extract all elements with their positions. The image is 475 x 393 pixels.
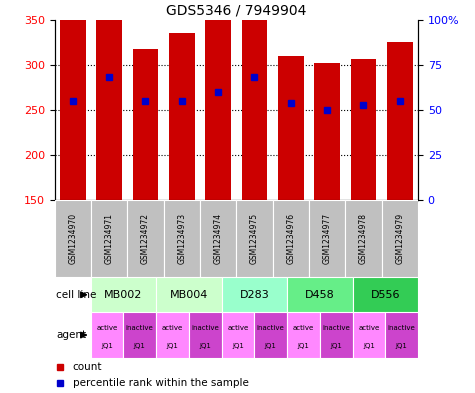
FancyBboxPatch shape	[200, 200, 237, 277]
Text: JQ1: JQ1	[101, 343, 113, 349]
Text: active: active	[96, 325, 118, 331]
Text: JQ1: JQ1	[363, 343, 375, 349]
FancyBboxPatch shape	[55, 200, 91, 277]
Bar	[133, 49, 158, 200]
Text: inactive: inactive	[388, 325, 416, 331]
FancyBboxPatch shape	[91, 312, 124, 358]
Text: GSM1234978: GSM1234978	[359, 213, 368, 264]
Text: MB002: MB002	[104, 290, 142, 300]
FancyBboxPatch shape	[221, 277, 287, 312]
Text: JQ1: JQ1	[167, 343, 179, 349]
Text: inactive: inactive	[191, 325, 219, 331]
Title: GDS5346 / 7949904: GDS5346 / 7949904	[166, 3, 306, 17]
Bar	[96, 0, 122, 200]
Text: GSM1234971: GSM1234971	[104, 213, 114, 264]
FancyBboxPatch shape	[381, 200, 418, 277]
Text: percentile rank within the sample: percentile rank within the sample	[73, 378, 249, 388]
Text: JQ1: JQ1	[396, 343, 408, 349]
Text: GSM1234973: GSM1234973	[177, 213, 186, 264]
Text: JQ1: JQ1	[200, 343, 211, 349]
Bar	[351, 59, 376, 200]
FancyBboxPatch shape	[237, 200, 273, 277]
Bar	[60, 20, 86, 200]
FancyBboxPatch shape	[254, 312, 287, 358]
FancyBboxPatch shape	[91, 277, 156, 312]
Text: D556: D556	[370, 290, 400, 300]
FancyBboxPatch shape	[287, 277, 352, 312]
FancyBboxPatch shape	[320, 312, 352, 358]
Bar	[278, 56, 304, 200]
Text: JQ1: JQ1	[265, 343, 276, 349]
Text: active: active	[293, 325, 314, 331]
Bar	[205, 0, 231, 200]
Text: GSM1234979: GSM1234979	[395, 213, 404, 264]
FancyBboxPatch shape	[156, 312, 189, 358]
Text: agent: agent	[56, 330, 86, 340]
FancyBboxPatch shape	[124, 312, 156, 358]
Text: GSM1234974: GSM1234974	[214, 213, 223, 264]
Text: inactive: inactive	[126, 325, 153, 331]
Bar	[314, 63, 340, 200]
Text: MB004: MB004	[170, 290, 208, 300]
Text: JQ1: JQ1	[232, 343, 244, 349]
Bar	[169, 33, 195, 200]
FancyBboxPatch shape	[189, 312, 221, 358]
FancyBboxPatch shape	[309, 200, 345, 277]
FancyBboxPatch shape	[163, 200, 200, 277]
FancyBboxPatch shape	[127, 200, 163, 277]
Bar	[387, 42, 413, 200]
Text: active: active	[162, 325, 183, 331]
Text: inactive: inactive	[257, 325, 285, 331]
Text: count: count	[73, 362, 102, 372]
Text: JQ1: JQ1	[330, 343, 342, 349]
Text: D283: D283	[239, 290, 269, 300]
FancyBboxPatch shape	[345, 200, 381, 277]
FancyBboxPatch shape	[287, 312, 320, 358]
Text: GSM1234975: GSM1234975	[250, 213, 259, 264]
Text: GSM1234972: GSM1234972	[141, 213, 150, 264]
Text: active: active	[228, 325, 248, 331]
FancyBboxPatch shape	[352, 277, 418, 312]
FancyBboxPatch shape	[273, 200, 309, 277]
Text: JQ1: JQ1	[297, 343, 309, 349]
FancyBboxPatch shape	[385, 312, 418, 358]
FancyBboxPatch shape	[156, 277, 221, 312]
Text: GSM1234976: GSM1234976	[286, 213, 295, 264]
Text: GSM1234977: GSM1234977	[323, 213, 332, 264]
Text: active: active	[358, 325, 380, 331]
FancyBboxPatch shape	[352, 312, 385, 358]
Text: GSM1234970: GSM1234970	[68, 213, 77, 264]
Text: inactive: inactive	[322, 325, 350, 331]
FancyBboxPatch shape	[221, 312, 254, 358]
FancyBboxPatch shape	[91, 200, 127, 277]
Bar	[242, 0, 267, 200]
Text: JQ1: JQ1	[134, 343, 146, 349]
Text: cell line: cell line	[56, 290, 96, 300]
Text: D458: D458	[305, 290, 335, 300]
